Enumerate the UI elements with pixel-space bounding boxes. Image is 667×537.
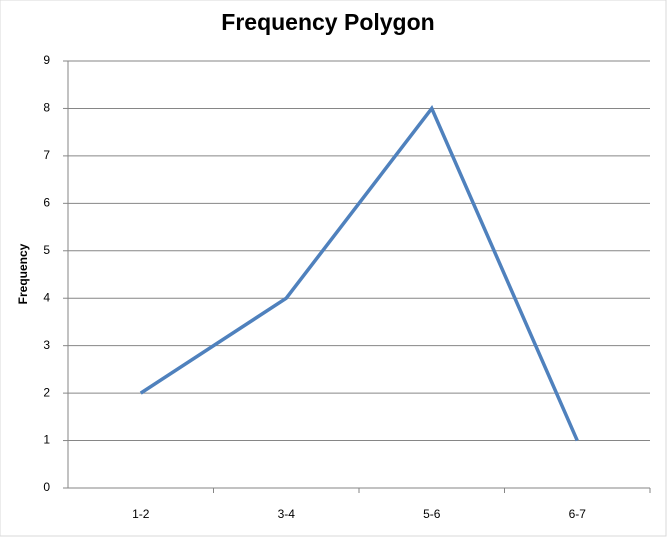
chart-title: Frequency Polygon: [221, 9, 434, 35]
y-tick-label: 4: [43, 290, 50, 304]
x-tick-label: 3-4: [278, 507, 296, 521]
data-line: [139, 105, 579, 442]
y-tick-label: 7: [43, 148, 50, 162]
y-tick-label: 1: [43, 433, 50, 447]
x-tick-label: 1-2: [132, 507, 150, 521]
x-tick-label: 6-7: [569, 507, 587, 521]
y-tick-label: 2: [43, 385, 50, 399]
y-tick-label: 3: [43, 338, 50, 352]
y-tick-label: 6: [43, 196, 50, 210]
y-axis-label: Frequency: [16, 243, 30, 304]
y-tick-label: 9: [43, 53, 50, 67]
x-tick-label: 5-6: [423, 507, 441, 521]
y-tick-label: 8: [43, 101, 50, 115]
y-tick-label: 5: [43, 243, 50, 257]
y-tick-label: 0: [43, 480, 50, 494]
